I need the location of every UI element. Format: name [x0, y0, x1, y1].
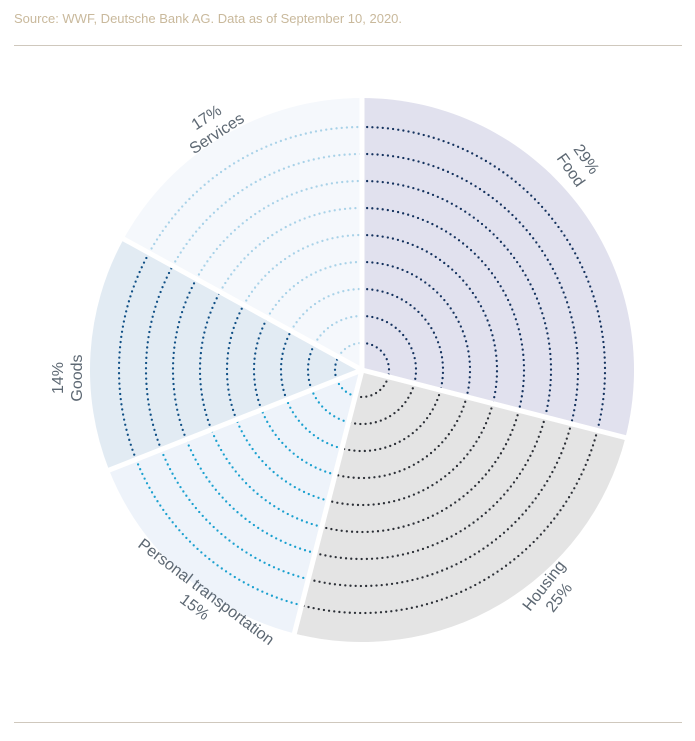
dotted-ring: [225, 303, 245, 421]
dotted-ring: [171, 152, 364, 268]
dotted-ring: [340, 388, 442, 453]
bottom-divider: [14, 722, 682, 723]
source-note: Source: WWF, Deutsche Bank AG. Data as o…: [14, 11, 403, 26]
slice-personal-transportation: [109, 370, 362, 634]
dotted-ring: [198, 290, 222, 431]
dotted-ring: [279, 329, 293, 401]
dotted-ring: [320, 409, 521, 534]
dotted-ring: [360, 206, 526, 412]
dotted-ring: [195, 179, 364, 281]
dotted-ring: [144, 264, 174, 451]
dotted-ring: [313, 314, 364, 346]
label-goods: 14% Goods: [50, 354, 86, 402]
dotted-ring: [218, 206, 364, 294]
slice-separator: [104, 367, 363, 474]
dotted-ring: [171, 277, 198, 441]
dotted-ring: [360, 341, 391, 378]
dotted-ring: [266, 260, 364, 320]
dotted-ring: [185, 438, 317, 555]
slice-housing: [294, 370, 626, 642]
slice-separator: [290, 369, 365, 638]
dotted-ring: [360, 260, 472, 399]
dotted-ring: [360, 179, 553, 419]
dotted-ring: [134, 458, 303, 607]
dotted-ring: [285, 398, 344, 450]
slice-food: [362, 98, 634, 438]
dotted-ring: [360, 152, 580, 425]
dotted-ring: [307, 422, 573, 588]
dotted-ring: [235, 418, 330, 502]
dotted-ring: [160, 448, 310, 581]
dotted-ring: [289, 287, 364, 333]
dotted-ring: [147, 125, 364, 255]
dotted-ring: [117, 251, 151, 461]
dotted-ring: [360, 287, 445, 392]
slice-services: [123, 98, 362, 370]
slice-separator: [118, 234, 364, 373]
dotted-ring: [347, 382, 416, 426]
dotted-ring: [310, 388, 350, 424]
slice-separator: [361, 367, 630, 442]
dotted-ring: [242, 233, 364, 307]
dotted-ring: [260, 408, 337, 476]
dotted-ring: [313, 415, 547, 561]
dotted-ring: [354, 375, 390, 399]
dotted-ring: [327, 402, 494, 507]
top-divider: [14, 45, 682, 46]
dotted-ring: [252, 316, 269, 411]
